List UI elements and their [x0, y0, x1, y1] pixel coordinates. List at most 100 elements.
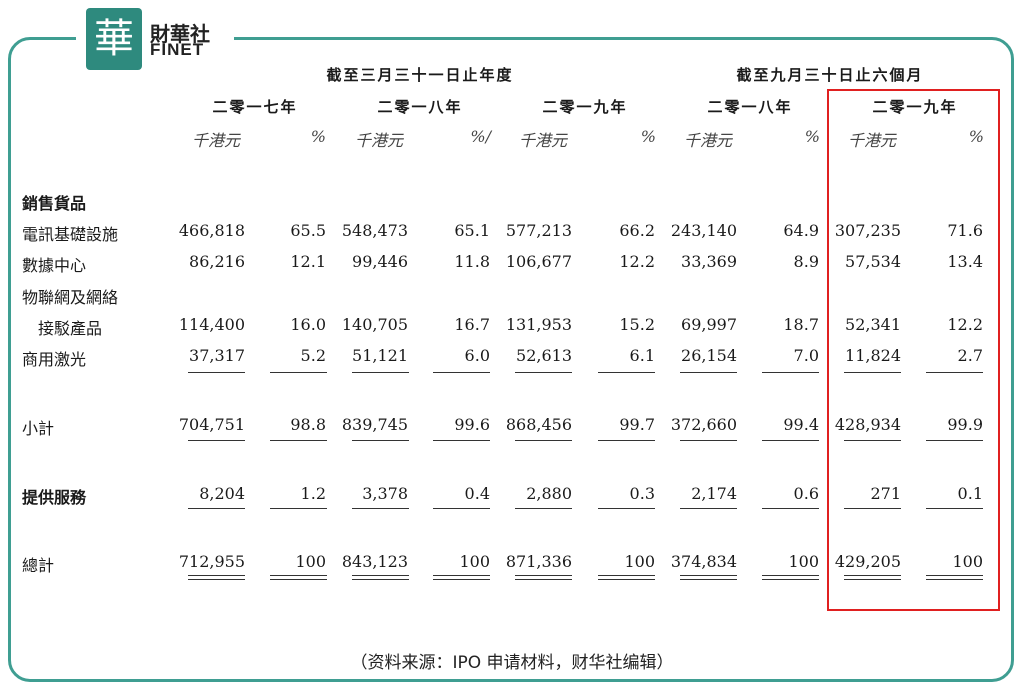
total-double-rule	[352, 575, 409, 580]
period-header-six-months: 截至九月三十日止六個月	[736, 66, 924, 84]
table-cell: 374,834	[670, 552, 737, 571]
table-cell: 712,955	[178, 552, 245, 571]
row-label: 數據中心	[22, 256, 87, 275]
table-cell: 15.2	[619, 315, 655, 334]
sum-rule	[598, 372, 655, 373]
total-double-rule	[515, 575, 572, 580]
table-cell: 98.8	[290, 415, 326, 434]
table-cell: 52,613	[516, 346, 572, 365]
sum-rule	[680, 440, 737, 441]
row-label-continued: 接駁產品	[38, 319, 103, 338]
sum-rule	[680, 508, 737, 509]
table-cell: 372,660	[670, 415, 737, 434]
source-note: （资料来源：IPO 申请材料，财华社编辑）	[350, 653, 674, 673]
table-cell: 100	[952, 552, 983, 571]
table-cell: 428,934	[834, 415, 901, 434]
sum-rule	[270, 508, 327, 509]
logo-chinese-name: 財華社	[150, 22, 210, 46]
table-cell: 13.4	[947, 252, 983, 271]
logo-english-name: FINET	[150, 40, 205, 59]
table-cell: 2.7	[957, 346, 983, 365]
total-double-rule	[844, 575, 901, 580]
total-double-rule	[270, 575, 327, 580]
sum-rule	[926, 508, 983, 509]
total-label: 總計	[22, 556, 55, 575]
table-cell: 548,473	[341, 221, 408, 240]
unit-percent: %	[310, 127, 326, 146]
table-cell: 69,997	[681, 315, 737, 334]
table-cell: 0.1	[957, 484, 983, 503]
section-label-goods: 銷售貨品	[22, 194, 87, 213]
table-cell: 18.7	[783, 315, 819, 334]
year-header-2019-h1: 二零一九年	[872, 98, 958, 116]
sum-rule	[598, 508, 655, 509]
unit-hkd: 千港元	[848, 131, 897, 150]
unit-percent: %	[640, 127, 656, 146]
table-cell: 868,456	[505, 415, 572, 434]
table-cell: 11.8	[454, 252, 490, 271]
sum-rule	[762, 372, 819, 373]
row-label: 物聯網及網絡	[22, 288, 119, 307]
table-cell: 7.0	[793, 346, 819, 365]
row-label: 商用激光	[22, 350, 87, 369]
table-cell: 99.7	[619, 415, 655, 434]
sum-rule	[515, 372, 572, 373]
year-header-2019: 二零一九年	[542, 98, 628, 116]
table-cell: 140,705	[341, 315, 408, 334]
table-cell: 843,123	[341, 552, 408, 571]
sum-rule	[433, 440, 490, 441]
table-cell: 2,174	[691, 484, 737, 503]
sum-rule	[844, 508, 901, 509]
table-cell: 66.2	[619, 221, 655, 240]
year-header-2017: 二零一七年	[212, 98, 298, 116]
unit-hkd: 千港元	[519, 131, 568, 150]
table-cell: 51,121	[352, 346, 408, 365]
table-cell: 871,336	[505, 552, 572, 571]
sum-rule	[188, 508, 245, 509]
total-double-rule	[433, 575, 490, 580]
sum-rule	[926, 372, 983, 373]
table-frame	[8, 37, 1014, 682]
finet-logo-mark: 華	[86, 8, 142, 70]
table-cell: 5.2	[300, 346, 326, 365]
table-cell: 0.6	[793, 484, 819, 503]
table-cell: 12.2	[947, 315, 983, 334]
table-cell: 100	[788, 552, 819, 571]
sum-rule	[844, 440, 901, 441]
unit-percent: %/	[470, 127, 491, 146]
table-cell: 64.9	[783, 221, 819, 240]
sum-rule	[515, 508, 572, 509]
unit-percent: %	[968, 127, 984, 146]
table-cell: 16.7	[454, 315, 490, 334]
sum-rule	[515, 440, 572, 441]
table-cell: 1.2	[300, 484, 326, 503]
table-cell: 131,953	[505, 315, 572, 334]
sum-rule	[270, 440, 327, 441]
table-cell: 11,824	[845, 346, 901, 365]
sum-rule	[352, 372, 409, 373]
table-cell: 86,216	[189, 252, 245, 271]
table-cell: 6.0	[464, 346, 490, 365]
table-cell: 8.9	[793, 252, 819, 271]
sum-rule	[352, 508, 409, 509]
table-cell: 3,378	[362, 484, 408, 503]
sum-rule	[844, 372, 901, 373]
table-cell: 26,154	[681, 346, 737, 365]
sum-rule	[926, 440, 983, 441]
table-cell: 106,677	[505, 252, 572, 271]
table-cell: 2,880	[526, 484, 572, 503]
sum-rule	[762, 508, 819, 509]
total-double-rule	[598, 575, 655, 580]
table-cell: 99,446	[352, 252, 408, 271]
total-double-rule	[762, 575, 819, 580]
unit-hkd: 千港元	[355, 131, 404, 150]
table-cell: 307,235	[834, 221, 901, 240]
unit-percent: %	[804, 127, 820, 146]
table-cell: 577,213	[505, 221, 572, 240]
table-cell: 243,140	[670, 221, 737, 240]
table-cell: 99.9	[947, 415, 983, 434]
table-cell: 100	[624, 552, 655, 571]
sum-rule	[270, 372, 327, 373]
sum-rule	[352, 440, 409, 441]
table-cell: 16.0	[290, 315, 326, 334]
